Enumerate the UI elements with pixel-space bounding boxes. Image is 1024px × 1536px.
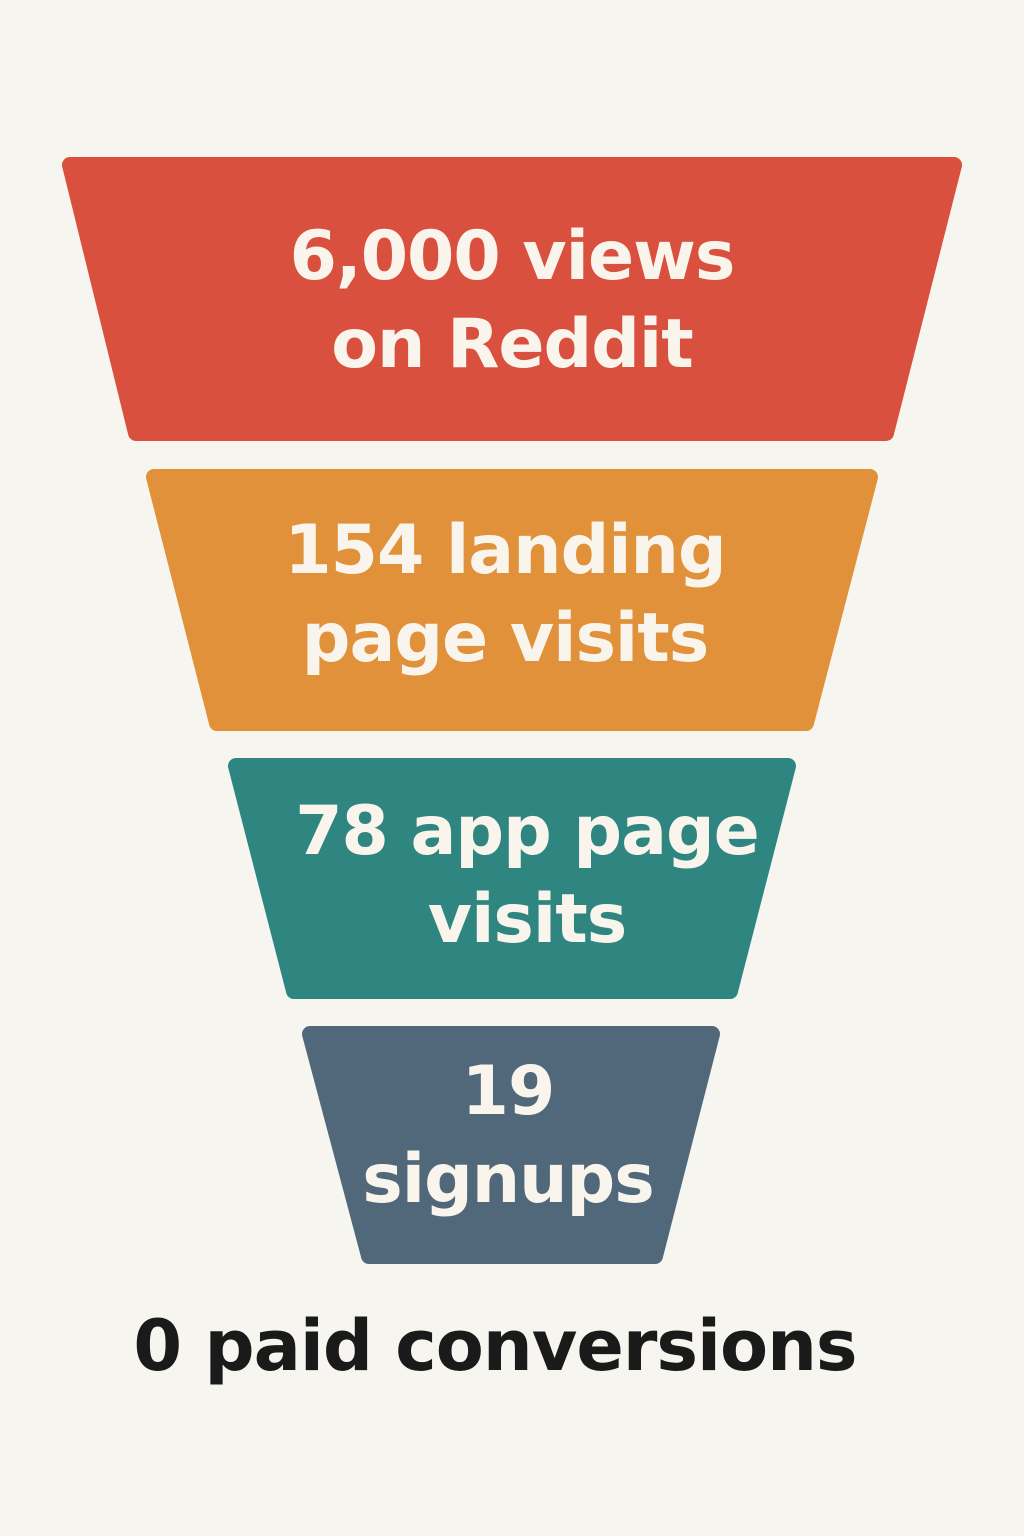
stage-3-label: 78 app page visits bbox=[227, 788, 827, 964]
stage-4-line-1: 19 bbox=[461, 1052, 556, 1131]
stage-1-line-1: 6,000 views bbox=[289, 217, 736, 296]
stage-2-line-2: page visits bbox=[301, 599, 709, 678]
funnel-stage-2 bbox=[146, 469, 878, 731]
stage-4-line-2: signups bbox=[362, 1140, 654, 1219]
funnel-stage-1 bbox=[62, 157, 962, 441]
funnel-stage-4 bbox=[302, 1026, 720, 1264]
funnel-stage-3 bbox=[228, 758, 796, 999]
stage-2-line-1: 154 landing bbox=[284, 511, 726, 590]
stage-3-line-1: 78 app page bbox=[295, 792, 760, 871]
stage-1-label: 6,000 views on Reddit bbox=[212, 213, 812, 389]
footer-text: 0 paid conversions bbox=[133, 1305, 857, 1387]
stage-4-label: 19 signups bbox=[208, 1048, 808, 1224]
stage-3-line-2: visits bbox=[427, 880, 627, 959]
stage-1-line-2: on Reddit bbox=[331, 305, 693, 384]
stage-2-label: 154 landing page visits bbox=[205, 507, 805, 683]
